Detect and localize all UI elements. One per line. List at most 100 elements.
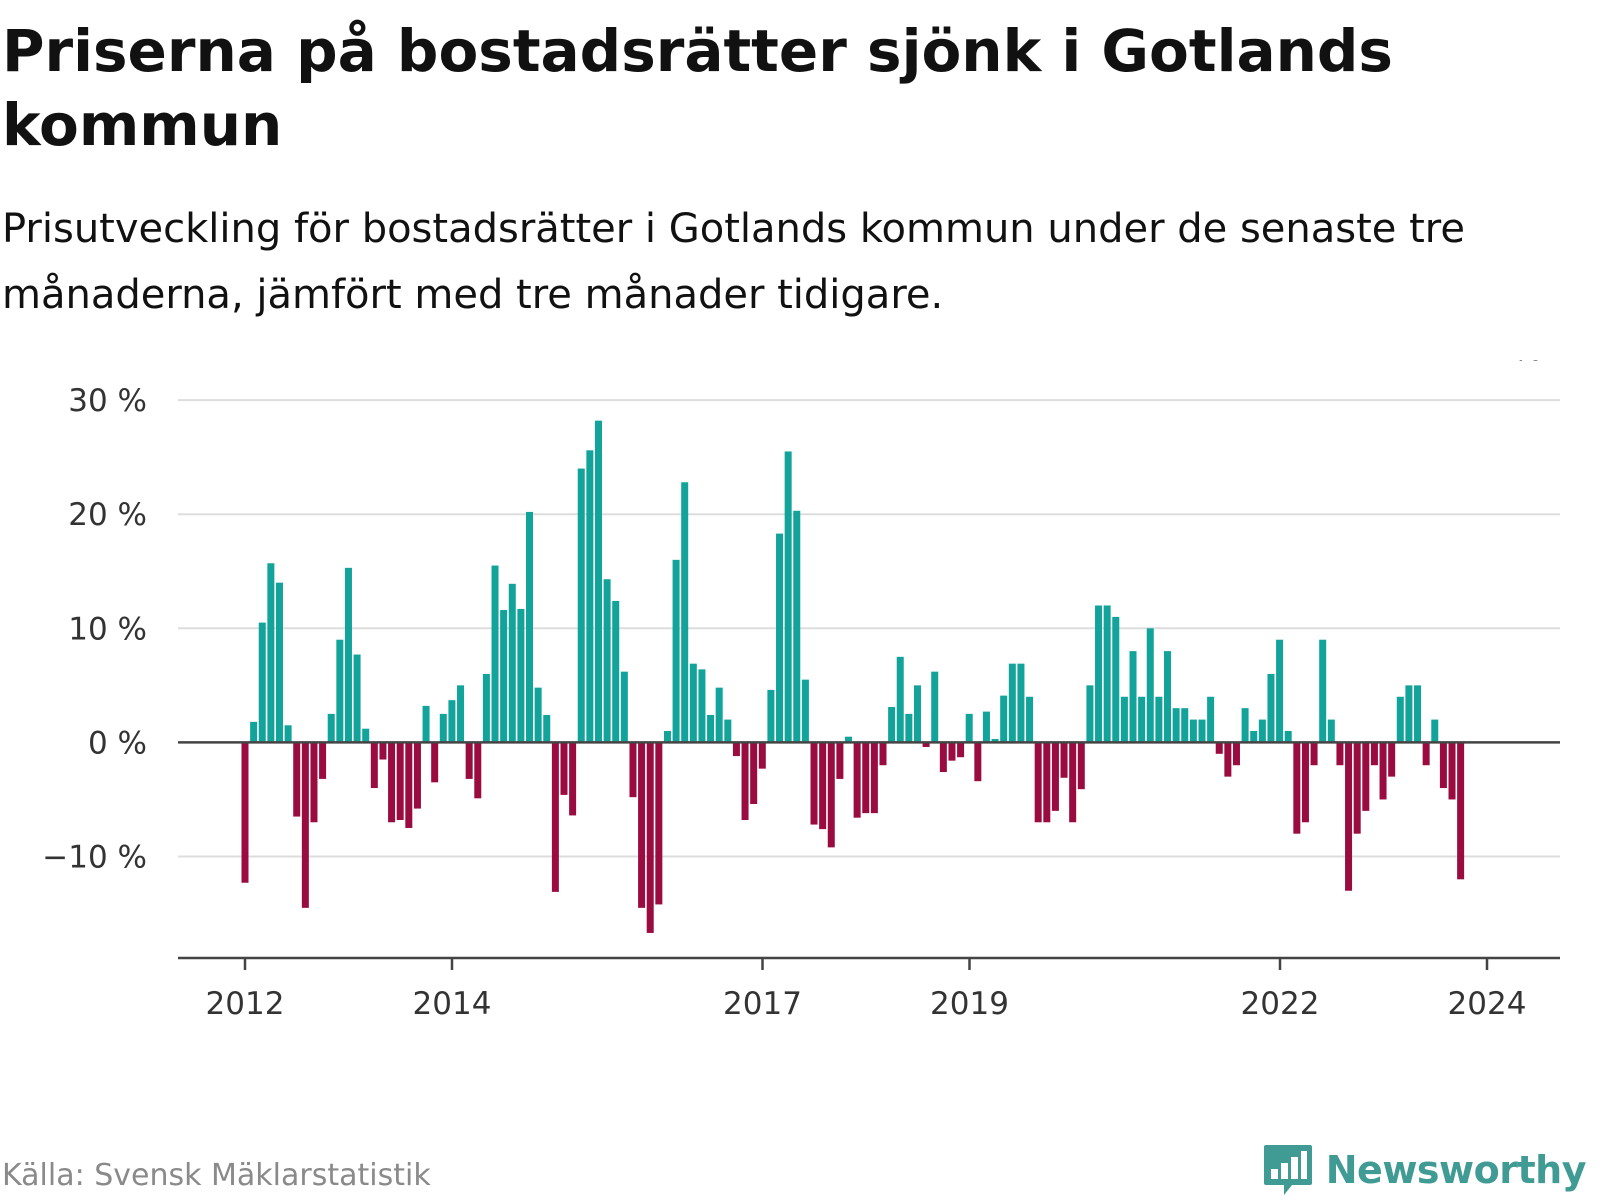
bar bbox=[922, 742, 930, 747]
brand-logo: Newsworthy bbox=[1262, 1142, 1587, 1198]
bar bbox=[1051, 742, 1059, 811]
bar bbox=[896, 656, 904, 743]
bar bbox=[1267, 673, 1275, 743]
bar bbox=[1396, 696, 1404, 743]
axes bbox=[178, 741, 1560, 970]
bar bbox=[1431, 719, 1439, 743]
bar bbox=[1189, 719, 1197, 743]
bar bbox=[534, 687, 542, 743]
bar bbox=[500, 610, 508, 743]
value-annotation: −12 % bbox=[1438, 360, 1543, 368]
bar bbox=[776, 533, 784, 743]
bar bbox=[672, 559, 680, 743]
bar bbox=[1353, 742, 1361, 834]
x-tick-label: 2014 bbox=[413, 986, 492, 1022]
bar bbox=[344, 567, 352, 743]
chart-title: Priserna på bostadsrätter sjönk i Gotlan… bbox=[2, 17, 1393, 159]
bar bbox=[508, 583, 516, 743]
bar-chart-speech-bubble-icon bbox=[1263, 1145, 1312, 1195]
bar bbox=[474, 742, 482, 799]
bar bbox=[560, 742, 568, 795]
bar bbox=[1155, 696, 1163, 743]
bar bbox=[801, 679, 809, 743]
bar bbox=[482, 673, 490, 743]
source-note: Källa: Svensk Mäklarstatistik bbox=[2, 1158, 431, 1193]
bar bbox=[638, 742, 646, 908]
bar bbox=[1345, 742, 1353, 891]
bar bbox=[413, 742, 421, 809]
bar bbox=[258, 622, 266, 743]
bar bbox=[1258, 719, 1266, 743]
bar bbox=[732, 742, 740, 757]
bar bbox=[275, 582, 283, 743]
bar bbox=[1414, 685, 1422, 743]
bar bbox=[284, 725, 292, 743]
bar bbox=[1241, 708, 1249, 743]
bar bbox=[1250, 730, 1258, 743]
bar bbox=[931, 671, 939, 743]
x-tick-label: 2017 bbox=[723, 986, 802, 1022]
bar bbox=[353, 654, 361, 743]
bar bbox=[310, 742, 318, 823]
bar bbox=[1164, 651, 1172, 743]
bar bbox=[793, 510, 801, 743]
bar bbox=[1034, 742, 1042, 823]
x-tick-label: 2022 bbox=[1241, 986, 1320, 1022]
bar bbox=[1017, 663, 1025, 743]
bar bbox=[957, 742, 965, 758]
bar bbox=[974, 742, 982, 782]
bar bbox=[422, 705, 430, 743]
bar bbox=[586, 450, 594, 743]
bar bbox=[845, 736, 853, 743]
bar bbox=[1232, 742, 1240, 766]
bar bbox=[301, 742, 309, 908]
bar-series bbox=[241, 420, 1465, 933]
bar bbox=[724, 719, 732, 743]
bar bbox=[1379, 742, 1387, 800]
bar bbox=[655, 742, 663, 905]
tick-labels: −10 % 0 % 10 % 20 % 30 % 2012 2014 2017 2019 2022… bbox=[42, 360, 1542, 1022]
bar bbox=[1043, 742, 1051, 823]
bar bbox=[905, 713, 913, 743]
bar bbox=[1181, 708, 1189, 743]
bar bbox=[1060, 742, 1068, 778]
bar bbox=[327, 713, 335, 743]
y-tick-label: 20 % bbox=[68, 497, 147, 533]
bar bbox=[1198, 719, 1206, 743]
bar bbox=[767, 689, 775, 743]
bar bbox=[491, 565, 499, 743]
bar bbox=[939, 742, 947, 773]
bar bbox=[758, 742, 766, 769]
bar bbox=[1422, 742, 1430, 766]
bar bbox=[1146, 628, 1154, 743]
bar bbox=[715, 687, 723, 743]
bar bbox=[594, 420, 602, 743]
bar bbox=[741, 742, 749, 820]
bar bbox=[819, 742, 827, 830]
bar-chart: −10 % 0 % 10 % 20 % 30 % 2012 2014 2017 2019 2022… bbox=[42, 360, 1560, 1022]
bar bbox=[1224, 742, 1232, 777]
bar bbox=[1172, 708, 1180, 743]
bar bbox=[750, 742, 758, 805]
bar bbox=[517, 608, 525, 743]
x-tick-label: 2012 bbox=[206, 986, 285, 1022]
bar bbox=[1327, 719, 1335, 743]
bar bbox=[457, 685, 465, 743]
bar bbox=[1215, 742, 1223, 754]
bar bbox=[396, 742, 404, 820]
brand-name: Newsworthy bbox=[1325, 1148, 1587, 1192]
bar bbox=[1008, 663, 1016, 743]
bar bbox=[431, 742, 439, 783]
bar bbox=[1457, 742, 1465, 880]
bar bbox=[1301, 742, 1309, 823]
bar bbox=[629, 742, 637, 798]
bar bbox=[543, 715, 551, 743]
bar bbox=[1362, 742, 1370, 811]
bar bbox=[370, 742, 378, 789]
bar bbox=[1370, 742, 1378, 766]
bar bbox=[1310, 742, 1318, 766]
chart-subtitle: Prisutveckling för bostadsrätter i Gotla… bbox=[2, 206, 1465, 318]
bar bbox=[612, 600, 620, 743]
bar bbox=[646, 742, 654, 933]
bar bbox=[689, 663, 697, 743]
